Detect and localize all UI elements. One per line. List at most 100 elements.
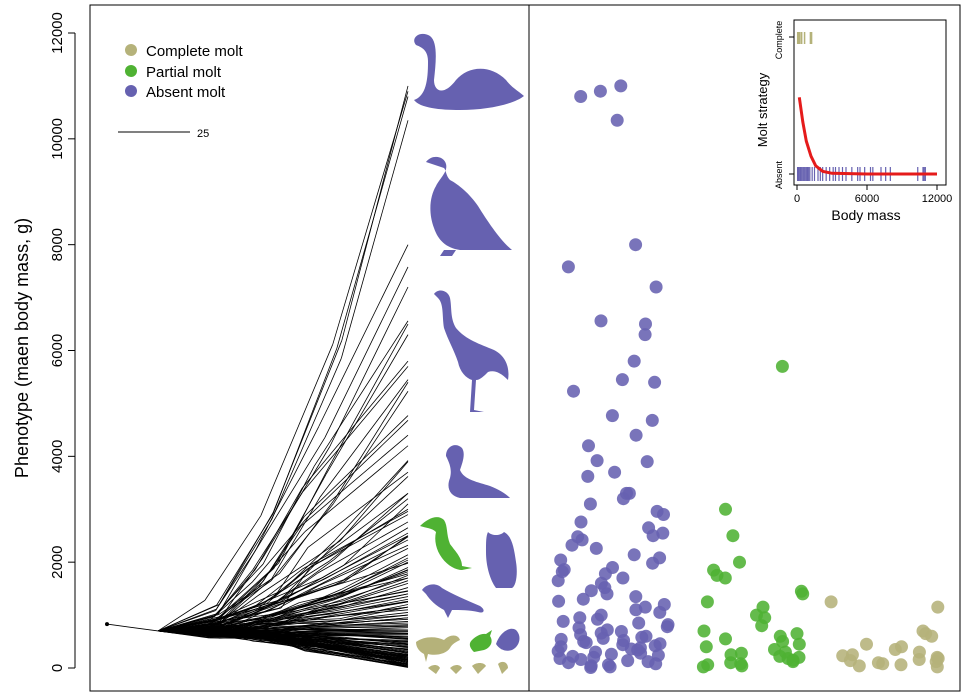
cormorant-icon [420,517,472,570]
tree-branch [274,547,309,598]
scatter-point [734,646,748,660]
tree-branch [271,358,342,520]
scatter-point [629,428,643,442]
tree-branch [217,548,257,615]
shorebird-icon [416,635,460,662]
inset-frame [793,19,947,186]
scatter-point [565,538,579,552]
tree-branch [211,618,264,626]
tree-branch [157,616,215,632]
y-axis-label: Phenotype (maen body mass, g) [12,218,32,478]
scatter-point [610,113,624,127]
tree-branch [262,632,319,634]
scale-bar-label: 25 [197,128,209,140]
tree-branch [209,633,270,639]
scatter-point [576,592,590,606]
tree-branch [335,569,409,599]
tree-branch [334,596,409,612]
tree-branch [339,461,409,542]
tree-branch [307,590,409,611]
scatter-point [733,555,746,569]
inset-y-axis-label: Molt strategy [755,72,770,147]
scatter-point [600,587,614,601]
scatter-point [575,533,589,547]
scatter-point [627,548,641,562]
scatter-point [591,612,604,626]
tree-branch [301,614,409,624]
tree-branch [157,627,213,632]
tree-branch [269,622,302,627]
tree-branch [256,577,323,606]
tree-branch [214,581,253,617]
tree-branch [319,379,409,498]
tree-branch [340,120,409,359]
scatter-point [930,660,944,674]
tree-branch [218,573,280,615]
scatter-point [583,497,597,511]
tree-branch [206,613,273,624]
tree-branch [257,568,309,609]
tree-branch [256,609,308,623]
scatter-point [582,439,595,453]
scatter-point [649,280,663,294]
tree-branch [280,567,311,609]
tree-branch [331,622,409,627]
tree-branch [254,531,306,588]
scatter-point [645,413,659,427]
tree-branch [299,577,409,604]
tree-branch [304,445,409,533]
scatter-point [931,600,945,614]
tree-branch [157,604,220,632]
inset-chart: 0 6000 12000 Molt strategy Body mass Absen… [755,19,952,223]
tree-branch [280,631,344,642]
tree-branch [260,344,334,516]
scatter-point [615,373,629,387]
legend-marker-partial [125,65,137,77]
tree-branch [259,632,312,641]
tree-branch [319,493,409,560]
scatter-point [640,455,654,469]
scatter-point [775,359,789,373]
tree-branch [302,366,409,493]
inset-ytick-complete: Complete [774,21,784,60]
tree-branch [343,536,409,581]
y-tick-label: 2000 [49,545,66,578]
tree-branch [324,647,409,665]
scatter-point [755,619,769,633]
tree-branch [219,626,270,628]
scatter-point [629,238,643,252]
inset-fitted-curve [797,97,937,176]
scatter-point [629,603,643,617]
y-tick-label: 0 [49,664,66,672]
tree-branch [317,535,409,583]
tree-branch [277,599,334,618]
tree-branch [217,604,257,621]
scatter-point [562,656,575,670]
scatter-point [596,631,610,645]
tree-branch [307,471,409,548]
scatter-point [632,616,646,630]
scatter-point [604,647,618,661]
scatter-point [594,314,608,328]
tree-branch [299,625,409,630]
tree-branch [320,601,409,618]
legend-marker-complete [125,44,137,56]
tree-branch [274,631,346,634]
scatter-point [635,630,649,644]
tree-branch [303,628,409,631]
passerine-green-icon [469,630,492,652]
scatter-point [726,529,740,543]
scatter-point [697,624,711,638]
tree-branch [157,630,219,633]
scatter-point [792,637,806,651]
scatter-point [567,384,580,398]
tree-branch [218,518,273,605]
scatter-point [589,541,603,555]
scatter-point [616,492,630,506]
scatter-point [551,574,565,588]
scatter-point [718,571,732,585]
tree-branch [313,648,409,667]
scatter-point [579,636,593,650]
scatter-point [556,614,570,628]
